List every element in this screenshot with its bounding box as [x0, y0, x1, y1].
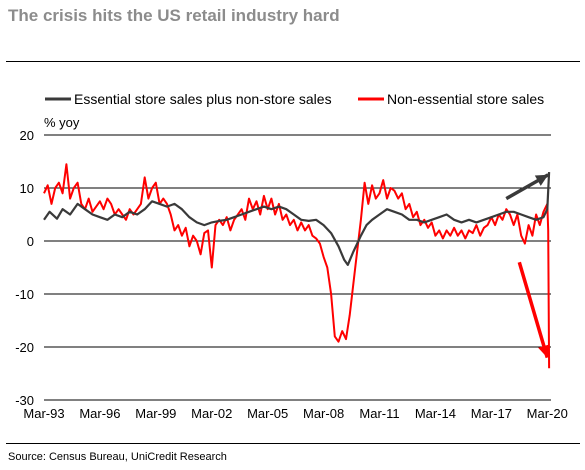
- y-tick-0: 0: [27, 234, 34, 249]
- legend: Essential store sales plus non-store sal…: [45, 91, 544, 107]
- x-tick-Mar-99: Mar-99: [135, 406, 176, 421]
- series-line-essential: [43, 172, 551, 266]
- source-note: Source: Census Bureau, UniCredit Researc…: [8, 451, 227, 463]
- y-tick-20: 20: [20, 128, 34, 143]
- y-tick-10: 10: [20, 181, 34, 196]
- annotations: [505, 173, 550, 359]
- x-tick-Mar-17: Mar-17: [471, 406, 512, 421]
- x-tick-labels: Mar-93 Mar-96 Mar-99 Mar-02 Mar-05 Mar-08 Mar-…: [23, 406, 567, 421]
- y-tick--10: -10: [15, 287, 34, 302]
- y-tick--30: -30: [15, 393, 34, 408]
- page-title: The crisis hits the US retail industry h…: [8, 6, 340, 25]
- annotation-arrow-head-1: [538, 344, 550, 358]
- x-tick-Mar-02: Mar-02: [191, 406, 232, 421]
- x-tick-Mar-93: Mar-93: [23, 406, 64, 421]
- bottom-rule: [6, 443, 580, 444]
- x-tick-Mar-08: Mar-08: [303, 406, 344, 421]
- annotation-arrow-shaft-1: [517, 261, 549, 359]
- x-tick-Mar-14: Mar-14: [415, 406, 456, 421]
- y-tick--20: -20: [15, 340, 34, 355]
- series-line-non-essential: [43, 163, 551, 369]
- x-tick-Mar-11: Mar-11: [359, 406, 399, 421]
- legend-label-non-essential: Non-essential store sales: [387, 91, 544, 107]
- x-tick-Mar-05: Mar-05: [247, 406, 288, 421]
- series-lines: [43, 163, 551, 369]
- legend-label-essential: Essential store sales plus non-store sal…: [74, 91, 332, 107]
- y-axis-unit: % yoy: [44, 115, 80, 130]
- x-tick-Mar-20: Mar-20: [527, 406, 568, 421]
- y-gridlines: [44, 134, 551, 401]
- top-rule: [6, 61, 580, 62]
- y-tick-labels: 20 10 0 -10 -20 -30: [15, 128, 34, 408]
- annotation-arrow-head-0: [534, 174, 549, 186]
- x-tick-Mar-96: Mar-96: [79, 406, 120, 421]
